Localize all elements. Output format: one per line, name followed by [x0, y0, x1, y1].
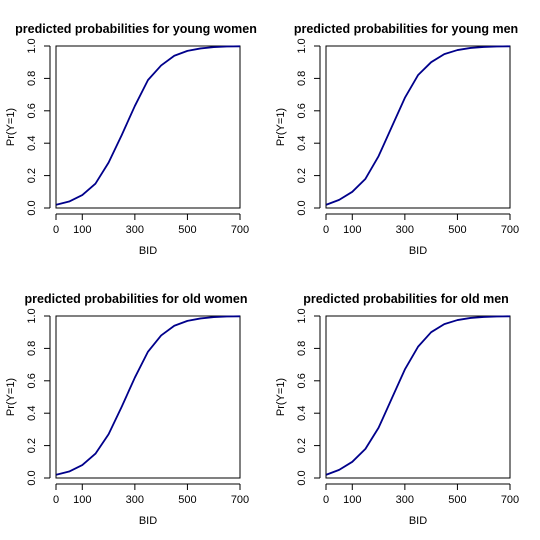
x-tick-label: 300 [396, 224, 414, 236]
chart-title: predicted probabilities for young women [15, 22, 257, 36]
chart-title: predicted probabilities for old men [303, 292, 509, 306]
y-tick-label: 1.0 [26, 38, 38, 53]
y-tick-label: 0.2 [296, 438, 308, 453]
y-tick-label: 1.0 [296, 308, 308, 323]
y-tick-label: 0.4 [26, 406, 38, 421]
y-tick-label: 0.0 [26, 470, 38, 485]
y-tick-label: 0.6 [26, 103, 38, 118]
y-tick-label: 1.0 [26, 308, 38, 323]
x-tick-label: 100 [73, 224, 91, 236]
y-tick-label: 0.0 [296, 200, 308, 215]
x-tick-label: 500 [448, 224, 466, 236]
x-axis-label: BID [409, 515, 427, 527]
y-tick-label: 0.4 [296, 136, 308, 151]
x-tick-label: 700 [231, 494, 249, 506]
x-tick-label: 300 [396, 494, 414, 506]
x-axis: 0 100 300 500 700 [323, 213, 519, 236]
plot-frame [325, 315, 511, 479]
plot-frame [55, 315, 241, 479]
x-tick-label: 700 [501, 224, 519, 236]
y-tick-label: 0.6 [296, 373, 308, 388]
x-axis: 0 100 300 500 700 [53, 483, 249, 506]
y-tick-label: 0.0 [296, 470, 308, 485]
x-tick-label: 100 [343, 224, 361, 236]
y-tick-label: 0.2 [296, 168, 308, 183]
x-tick-label: 500 [448, 494, 466, 506]
chart-title: predicted probabilities for young men [294, 22, 518, 36]
probability-curve [325, 315, 511, 476]
y-axis: 0.0 0.2 0.4 0.6 0.8 1.0 [296, 38, 321, 216]
y-tick-label: 0.0 [26, 200, 38, 215]
x-tick-label: 0 [53, 224, 59, 236]
x-tick-label: 700 [231, 224, 249, 236]
chart-panel-4: predicted probabilities for old men 0 100 3… [275, 292, 519, 527]
chart-panel-3: predicted probabilities for old women 0 10… [5, 292, 249, 527]
plot-frame [55, 45, 241, 209]
y-tick-label: 0.4 [296, 406, 308, 421]
y-tick-label: 0.6 [296, 103, 308, 118]
probability-curve [56, 45, 241, 206]
x-axis-label: BID [409, 245, 427, 257]
x-tick-label: 100 [73, 494, 91, 506]
y-tick-label: 0.2 [26, 168, 38, 183]
y-tick-label: 1.0 [296, 38, 308, 53]
y-axis-label: Pr(Y=1) [275, 378, 287, 416]
x-tick-label: 300 [126, 224, 144, 236]
probability-curve [325, 45, 511, 206]
y-tick-label: 0.8 [26, 71, 38, 86]
y-tick-label: 0.8 [296, 341, 308, 356]
x-tick-label: 300 [126, 494, 144, 506]
x-axis: 0 100 300 500 700 [323, 483, 519, 506]
plot-frame [325, 45, 511, 209]
x-tick-label: 0 [53, 494, 59, 506]
y-axis-label: Pr(Y=1) [5, 108, 17, 146]
chart-panel-1: predicted probabilities for young women 0… [5, 22, 257, 257]
y-axis: 0.0 0.2 0.4 0.6 0.8 1.0 [26, 308, 51, 486]
x-axis-label: BID [139, 245, 157, 257]
y-axis-label: Pr(Y=1) [275, 108, 287, 146]
x-tick-label: 500 [178, 494, 196, 506]
x-tick-label: 0 [323, 224, 329, 236]
chart-title: predicted probabilities for old women [25, 292, 248, 306]
y-axis-label: Pr(Y=1) [5, 378, 17, 416]
y-tick-label: 0.2 [26, 438, 38, 453]
x-tick-label: 500 [178, 224, 196, 236]
x-tick-label: 100 [343, 494, 361, 506]
y-axis: 0.0 0.2 0.4 0.6 0.8 1.0 [296, 308, 321, 486]
chart-panel-2: predicted probabilities for young men 0 10… [275, 22, 519, 257]
x-tick-label: 0 [323, 494, 329, 506]
y-tick-label: 0.8 [296, 71, 308, 86]
y-axis: 0.0 0.2 0.4 0.6 0.8 1.0 [26, 38, 51, 216]
y-tick-label: 0.6 [26, 373, 38, 388]
x-axis: 0 100 300 500 700 [53, 213, 249, 236]
y-tick-label: 0.4 [26, 136, 38, 151]
x-axis-label: BID [139, 515, 157, 527]
x-tick-label: 700 [501, 494, 519, 506]
y-tick-label: 0.8 [26, 341, 38, 356]
probability-curve [56, 315, 241, 476]
